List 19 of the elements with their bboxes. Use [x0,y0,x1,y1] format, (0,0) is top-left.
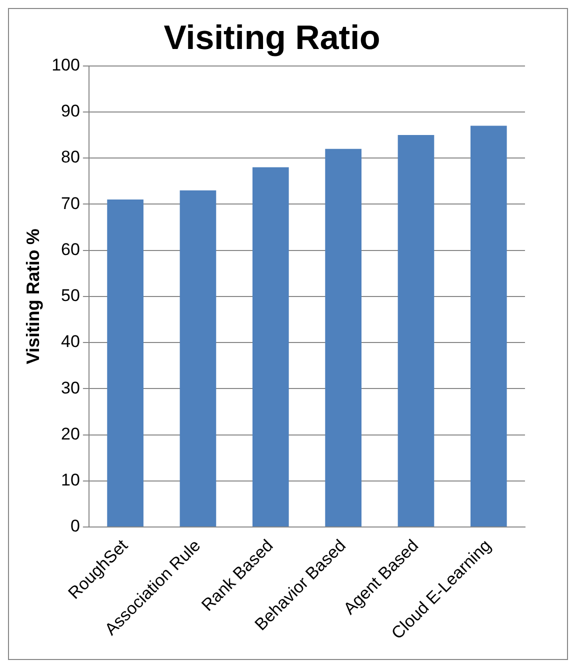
y-tick-label: 40 [61,332,80,352]
y-tick-label: 80 [61,148,80,167]
chart-title: Visiting Ratio [164,18,380,57]
y-tick-label: 70 [61,194,80,213]
y-tick-label: 20 [61,424,80,444]
y-tick-label: 10 [61,470,80,490]
bar [252,167,289,527]
y-tick-label: 100 [52,55,80,74]
bar [180,190,216,527]
bar [398,134,434,527]
bar [470,126,507,527]
y-tick-label: 90 [61,102,80,121]
y-tick-label: 50 [61,286,80,306]
bar [107,200,144,527]
y-tick-label: 0 [70,516,80,536]
y-tick-label: 60 [61,240,80,259]
y-axis-title: Visiting Ratio % [22,228,43,364]
bar [325,148,362,527]
y-tick-label: 30 [61,378,80,398]
